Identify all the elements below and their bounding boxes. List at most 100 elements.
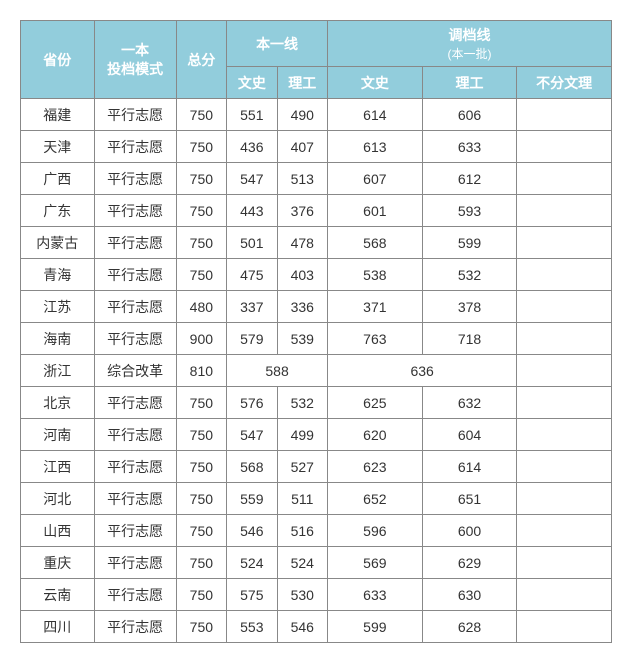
cell-prov: 山西 xyxy=(21,515,95,547)
cell-lg2: 630 xyxy=(422,579,517,611)
cell-ws1: 547 xyxy=(227,163,277,195)
cell-lg1: 532 xyxy=(277,387,327,419)
th-tier1-wenshi: 文史 xyxy=(227,67,277,99)
cell-ws2: 763 xyxy=(328,323,423,355)
table-row: 青海平行志愿750475403538532 xyxy=(21,259,612,291)
th-mode-text: 一本投档模式 xyxy=(107,42,163,76)
cell-ws1: 546 xyxy=(227,515,277,547)
cell-ws1: 576 xyxy=(227,387,277,419)
cell-lg1: 539 xyxy=(277,323,327,355)
th-tier1-ligong: 理工 xyxy=(277,67,327,99)
cell-total: 750 xyxy=(176,515,226,547)
cell-mode: 平行志愿 xyxy=(94,387,176,419)
cell-lg2: 599 xyxy=(422,227,517,259)
cell-prov: 江西 xyxy=(21,451,95,483)
table-row: 江苏平行志愿480337336371378 xyxy=(21,291,612,323)
cell-und xyxy=(517,515,612,547)
cell-total: 750 xyxy=(176,419,226,451)
cell-total: 750 xyxy=(176,163,226,195)
cell-total: 750 xyxy=(176,99,226,131)
cell-ws1: 551 xyxy=(227,99,277,131)
cell-ws2: 614 xyxy=(328,99,423,131)
table-row: 内蒙古平行志愿750501478568599 xyxy=(21,227,612,259)
cell-mode: 平行志愿 xyxy=(94,451,176,483)
table-body: 福建平行志愿750551490614606天津平行志愿7504364076136… xyxy=(21,99,612,643)
cell-und xyxy=(517,195,612,227)
cell-mode: 平行志愿 xyxy=(94,131,176,163)
cell-ws2: 607 xyxy=(328,163,423,195)
cell-und xyxy=(517,419,612,451)
th-province: 省份 xyxy=(21,21,95,99)
cell-prov: 内蒙古 xyxy=(21,227,95,259)
cell-lg2: 378 xyxy=(422,291,517,323)
cell-lg2: 633 xyxy=(422,131,517,163)
cell-lg1: 527 xyxy=(277,451,327,483)
cell-ws1: 547 xyxy=(227,419,277,451)
cell-und xyxy=(517,579,612,611)
cell-prov: 四川 xyxy=(21,611,95,643)
th-cutoff-wenshi: 文史 xyxy=(328,67,423,99)
cell-lg2: 651 xyxy=(422,483,517,515)
cell-ws2: 569 xyxy=(328,547,423,579)
cell-lg2: 718 xyxy=(422,323,517,355)
cell-und xyxy=(517,611,612,643)
cell-ws2: 652 xyxy=(328,483,423,515)
cell-ws1: 553 xyxy=(227,611,277,643)
cell-mode: 平行志愿 xyxy=(94,163,176,195)
cell-lg2: 532 xyxy=(422,259,517,291)
cell-total: 750 xyxy=(176,195,226,227)
cell-lg1: 478 xyxy=(277,227,327,259)
th-cutoff: 调档线 (本一批) xyxy=(328,21,612,67)
cell-ws1: 568 xyxy=(227,451,277,483)
table-row: 江西平行志愿750568527623614 xyxy=(21,451,612,483)
cell-prov: 河北 xyxy=(21,483,95,515)
table-row: 天津平行志愿750436407613633 xyxy=(21,131,612,163)
cell-lg2: 612 xyxy=(422,163,517,195)
cell-lg2: 614 xyxy=(422,451,517,483)
cell-ws1: 524 xyxy=(227,547,277,579)
cell-und xyxy=(517,483,612,515)
cell-lg1: 524 xyxy=(277,547,327,579)
table-row: 山西平行志愿750546516596600 xyxy=(21,515,612,547)
cell-mode: 平行志愿 xyxy=(94,611,176,643)
cell-ws1: 575 xyxy=(227,579,277,611)
cell-prov: 重庆 xyxy=(21,547,95,579)
table-row: 河北平行志愿750559511652651 xyxy=(21,483,612,515)
cell-ws1: 559 xyxy=(227,483,277,515)
cell-lg1: 530 xyxy=(277,579,327,611)
table-row: 海南平行志愿900579539763718 xyxy=(21,323,612,355)
cell-ws2: 538 xyxy=(328,259,423,291)
cell-lg1: 511 xyxy=(277,483,327,515)
table-row: 北京平行志愿750576532625632 xyxy=(21,387,612,419)
cell-mode: 综合改革 xyxy=(94,355,176,387)
cell-total: 750 xyxy=(176,387,226,419)
cell-total: 750 xyxy=(176,131,226,163)
cell-total: 750 xyxy=(176,483,226,515)
cell-total: 810 xyxy=(176,355,226,387)
th-cutoff-sub: (本一批) xyxy=(448,47,492,61)
cell-mode: 平行志愿 xyxy=(94,483,176,515)
cell-lg2: 632 xyxy=(422,387,517,419)
cell-lg1: 336 xyxy=(277,291,327,323)
cell-und xyxy=(517,99,612,131)
cell-total: 750 xyxy=(176,451,226,483)
cell-und xyxy=(517,131,612,163)
cell-mode: 平行志愿 xyxy=(94,579,176,611)
cell-merged_cutoff: 636 xyxy=(328,355,517,387)
cell-mode: 平行志愿 xyxy=(94,291,176,323)
admissions-table: 省份 一本投档模式 总分 本一线 调档线 (本一批) 文史 理工 文史 理工 不… xyxy=(20,20,612,643)
cell-lg1: 407 xyxy=(277,131,327,163)
table-row: 广西平行志愿750547513607612 xyxy=(21,163,612,195)
cell-ws1: 443 xyxy=(227,195,277,227)
cell-total: 900 xyxy=(176,323,226,355)
cell-lg1: 403 xyxy=(277,259,327,291)
cell-total: 750 xyxy=(176,259,226,291)
cell-lg1: 513 xyxy=(277,163,327,195)
cell-lg2: 593 xyxy=(422,195,517,227)
cell-ws2: 599 xyxy=(328,611,423,643)
th-tier1: 本一线 xyxy=(227,21,328,67)
table-row: 河南平行志愿750547499620604 xyxy=(21,419,612,451)
cell-lg1: 546 xyxy=(277,611,327,643)
cell-lg1: 499 xyxy=(277,419,327,451)
cell-mode: 平行志愿 xyxy=(94,259,176,291)
